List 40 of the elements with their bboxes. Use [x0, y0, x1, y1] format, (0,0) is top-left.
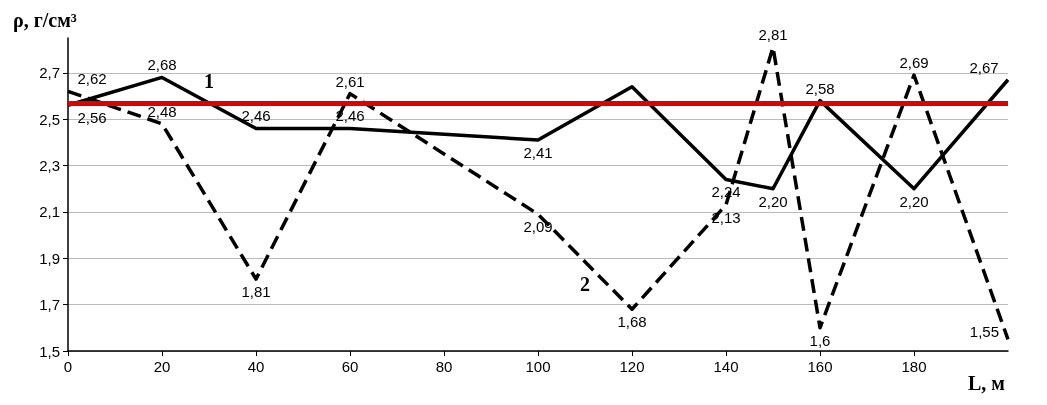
data-label: 2,56: [77, 109, 107, 127]
y-tick-label: 2,5: [39, 110, 60, 128]
data-label: 2,41: [523, 144, 553, 162]
data-label: 2,20: [758, 192, 788, 210]
x-axis-title: L, м: [968, 372, 1005, 394]
data-label: 1,81: [241, 283, 271, 301]
x-tick-label: 0: [63, 358, 73, 375]
data-label: 1,6: [809, 331, 831, 349]
series-label: 2: [580, 272, 590, 295]
y-tick-label: 1,5: [39, 342, 60, 360]
x-tick-label: 40: [247, 358, 265, 375]
data-label: 2,68: [147, 56, 177, 74]
x-tick-label: 100: [525, 358, 551, 375]
y-tick-label: 1,9: [39, 249, 60, 267]
x-tick-label: 120: [619, 358, 645, 375]
data-label: 2,09: [523, 218, 553, 236]
y-tick-label: 2,7: [39, 64, 60, 82]
data-label: 2,67: [969, 58, 999, 76]
x-tick-label: 60: [341, 358, 359, 375]
x-tick-label: 20: [153, 358, 171, 375]
data-label: 2,46: [241, 107, 271, 125]
data-label: 2,20: [899, 192, 929, 210]
data-label: 2,81: [758, 26, 788, 44]
data-label: 1,68: [617, 313, 647, 331]
y-tick-label: 2,1: [39, 203, 60, 221]
data-label: 2,62: [77, 70, 107, 88]
y-tick-label: 2,3: [39, 157, 60, 175]
y-axis-title: ρ, г/см³: [13, 9, 77, 32]
x-tick-label: 180: [901, 358, 927, 375]
x-tick-label: 80: [435, 358, 453, 375]
data-label: 2,69: [899, 54, 929, 72]
data-label: 1,55: [969, 322, 999, 340]
y-tick-label: 1,7: [39, 296, 60, 314]
data-label: 2,48: [147, 102, 177, 120]
data-label: 2,46: [335, 107, 365, 125]
x-tick-label: 160: [807, 358, 833, 375]
x-tick-label: 140: [713, 358, 739, 375]
series-label: 1: [204, 69, 214, 92]
data-label: 2,58: [805, 79, 835, 97]
data-label: 2,61: [335, 72, 365, 90]
